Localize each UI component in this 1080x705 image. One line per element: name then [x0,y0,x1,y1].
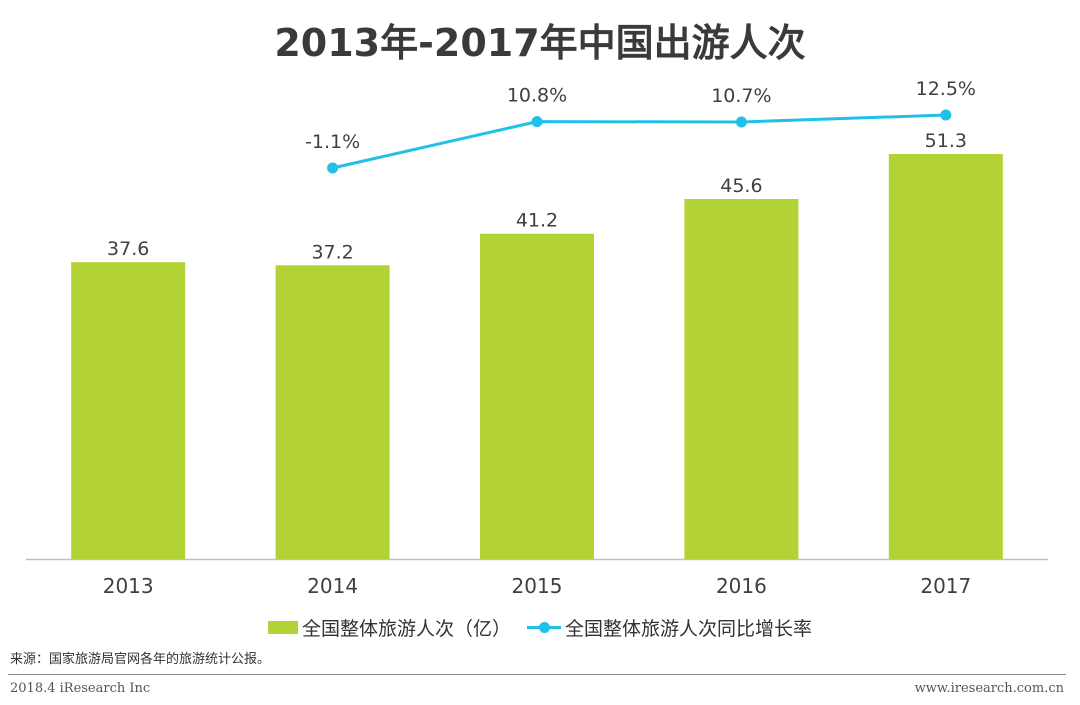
legend-item-line: 全国整体旅游人次同比增长率 [527,614,812,641]
chart-title: 2013年-2017年中国出游人次 [274,21,806,65]
chart: 37.6 2013 37.2 2014 41.2 2015 45.6 2016 51.3 2017… [26,78,1048,598]
growth-label-2016: 10.7% [711,85,771,107]
footer-website: www.iresearch.com.cn [914,681,1064,696]
growth-point-2014 [327,162,339,174]
growth-point-2017 [940,109,952,121]
growth-point-2015 [531,116,543,128]
legend-bar-swatch [267,620,298,634]
x-tick-label-2014: 2014 [307,574,358,598]
bar-2015 [480,233,594,559]
footer-divider [8,674,1066,675]
growth-label-2014: -1.1% [305,131,360,153]
bar-2017 [888,154,1003,559]
bar-2016 [684,199,799,559]
growth-point-2016 [735,116,747,128]
bar-value-label-2017: 51.3 [925,130,967,152]
legend-label-bar: 全国整体旅游人次（亿） [301,617,511,640]
source-note: 来源：国家旅游局官网各年的旅游统计公报。 [10,652,271,667]
bar-value-label-2013: 37.6 [107,238,149,260]
x-tick-label-2015: 2015 [512,574,563,598]
bar-value-label-2016: 45.6 [720,175,762,197]
x-tick-label-2016: 2016 [716,574,767,598]
legend: 全国整体旅游人次（亿） 全国整体旅游人次同比增长率 [0,612,1080,642]
growth-label-2015: 10.8% [507,85,567,107]
x-tick-label-2017: 2017 [920,574,971,598]
legend-item-bar: 全国整体旅游人次（亿） [267,614,511,641]
growth-rate-line [332,113,946,170]
bar-value-label-2014: 37.2 [311,241,353,263]
bar-2014 [275,265,390,559]
legend-line-swatch [527,620,561,634]
bar-2013 [71,262,186,559]
bar-value-label-2015: 41.2 [516,210,558,232]
growth-label-2017: 12.5% [916,78,976,100]
footer-copyright: 2018.4 iResearch Inc [10,681,151,696]
x-tick-label-2013: 2013 [103,574,154,598]
legend-label-line: 全国整体旅游人次同比增长率 [565,617,813,640]
